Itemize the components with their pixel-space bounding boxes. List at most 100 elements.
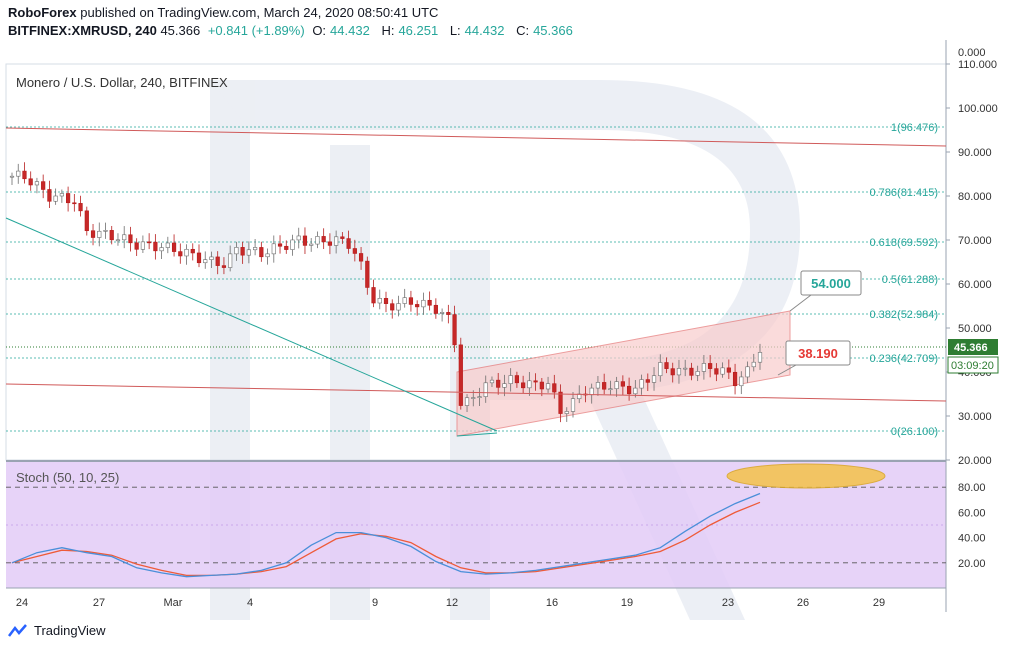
candle-body bbox=[745, 366, 750, 378]
stoch-title: Stoch (50, 10, 25) bbox=[16, 470, 119, 485]
target-label: 54.000 bbox=[811, 276, 851, 291]
candle-body bbox=[240, 247, 245, 256]
candle-body bbox=[402, 297, 407, 304]
candle-body bbox=[321, 236, 326, 243]
price-axis-label: 70.000 bbox=[958, 235, 992, 247]
candle-body bbox=[533, 380, 538, 383]
candle-body bbox=[739, 376, 744, 387]
candle-body bbox=[66, 193, 71, 204]
price-change: +0.841 (+1.89%) bbox=[207, 23, 305, 38]
candle-body bbox=[9, 175, 15, 178]
candle-body bbox=[433, 304, 438, 314]
fib-level-label: 0.236(42.709) bbox=[870, 353, 939, 365]
candle-body bbox=[284, 245, 289, 250]
candle-body bbox=[626, 385, 632, 395]
tradingview-logo[interactable]: TradingView bbox=[8, 623, 106, 638]
candle-body bbox=[203, 259, 208, 264]
time-axis-label: 23 bbox=[722, 597, 734, 609]
candle-body bbox=[190, 248, 195, 254]
target-pointer bbox=[777, 364, 797, 376]
candle-body bbox=[558, 391, 563, 414]
fib-level-label: 0(26.100) bbox=[891, 426, 938, 438]
candle-body bbox=[34, 181, 40, 186]
candle-body bbox=[564, 411, 569, 414]
chart-header: RoboForex published on TradingView.com, … bbox=[8, 4, 581, 40]
price-axis-label: 30.000 bbox=[958, 411, 992, 423]
candle-body bbox=[676, 368, 682, 376]
candle-body bbox=[184, 248, 189, 257]
candle-body bbox=[383, 298, 389, 304]
candle-body bbox=[265, 253, 270, 258]
candle-body bbox=[483, 382, 488, 397]
symbol-label[interactable]: BITFINEX:XMRUSD, 240 bbox=[8, 23, 157, 38]
candle-body bbox=[396, 303, 401, 311]
price-axis-label: 20.000 bbox=[958, 455, 992, 467]
candle-body bbox=[589, 387, 594, 396]
publisher-name[interactable]: RoboForex bbox=[8, 5, 77, 20]
fib-level-label: 0.382(52.984) bbox=[870, 309, 939, 321]
time-axis-label: 26 bbox=[797, 597, 809, 609]
candle-body bbox=[309, 243, 314, 246]
candle-body bbox=[651, 375, 657, 383]
candle-body bbox=[22, 170, 27, 180]
candle-body bbox=[103, 230, 108, 232]
channel-base-line bbox=[456, 432, 498, 437]
candle-body bbox=[72, 202, 77, 205]
time-axis-label: 16 bbox=[546, 597, 558, 609]
stoch-axis-label: 60.00 bbox=[958, 507, 986, 519]
candle-body bbox=[452, 314, 457, 346]
candle-body bbox=[658, 362, 663, 377]
candle-body bbox=[514, 375, 519, 384]
candle-body bbox=[302, 235, 308, 246]
candle-body bbox=[221, 265, 227, 268]
target-box bbox=[785, 340, 851, 366]
candle-body bbox=[228, 253, 233, 268]
time-axis-label: 24 bbox=[16, 597, 28, 609]
candle-body bbox=[109, 230, 114, 241]
countdown-value: 03:09:20 bbox=[951, 360, 994, 372]
support-line bbox=[5, 383, 947, 402]
fib-level-label: 0.5(61.288) bbox=[882, 274, 938, 286]
time-axis-label: Mar bbox=[164, 597, 183, 609]
time-axis-label: 4 bbox=[247, 597, 253, 609]
candle-body bbox=[340, 236, 345, 239]
candle-body bbox=[334, 236, 339, 246]
target-pointer bbox=[789, 294, 812, 312]
downtrend-line bbox=[5, 217, 498, 432]
candle-body bbox=[115, 239, 121, 242]
stoch-axis-label: 20.00 bbox=[958, 558, 986, 570]
candle-body bbox=[352, 248, 357, 254]
ascending-channel bbox=[456, 310, 791, 437]
price-axis-label: 100.000 bbox=[958, 103, 998, 115]
candle-body bbox=[41, 181, 46, 190]
candle-body bbox=[664, 362, 669, 369]
price-axis-label: 60.000 bbox=[958, 279, 992, 291]
candle-body bbox=[757, 352, 763, 363]
candle-body bbox=[147, 241, 152, 244]
time-axis-label: 27 bbox=[93, 597, 105, 609]
candle-body bbox=[97, 230, 102, 238]
candle-body bbox=[570, 398, 576, 412]
price-axis-label: 90.000 bbox=[958, 147, 992, 159]
price-axis-top-label: 0.000 bbox=[958, 47, 986, 59]
overbought-highlight bbox=[726, 463, 886, 489]
candle-body bbox=[415, 304, 420, 308]
candle-body bbox=[670, 368, 675, 376]
candle-body bbox=[645, 379, 650, 383]
candle-body bbox=[427, 299, 432, 306]
candle-body bbox=[602, 382, 607, 390]
candle-body bbox=[614, 381, 619, 390]
candle-body bbox=[446, 312, 451, 315]
candle-body bbox=[464, 397, 470, 406]
target-label: 38.190 bbox=[798, 346, 838, 361]
ohlc-high: H: 46.251 bbox=[381, 23, 439, 38]
candle-body bbox=[134, 242, 139, 250]
candle-body bbox=[128, 234, 133, 244]
candle-body bbox=[53, 195, 58, 202]
fib-level-label: 0.786(81.415) bbox=[870, 187, 939, 199]
candle-body bbox=[371, 287, 376, 304]
time-axis-label: 9 bbox=[372, 597, 378, 609]
candle-body bbox=[496, 379, 501, 388]
candle-body bbox=[552, 383, 557, 393]
